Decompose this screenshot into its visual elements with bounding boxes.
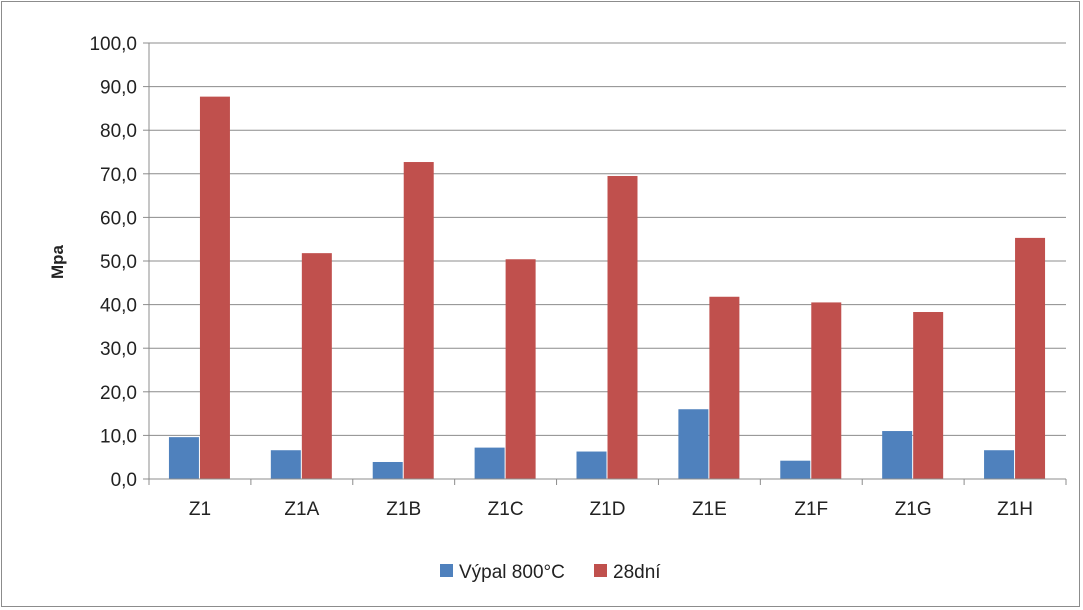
x-tick-label: Z1G bbox=[895, 499, 932, 520]
y-tick-label: 80,0 bbox=[100, 121, 137, 142]
bar-28dni-z1g bbox=[913, 312, 944, 479]
y-tick-label: 40,0 bbox=[100, 296, 137, 317]
bar-28dni-z1f bbox=[811, 302, 842, 479]
x-tick-label: Z1E bbox=[692, 499, 727, 520]
legend: Výpal 800°C 28dní bbox=[440, 562, 661, 583]
bar-vypal-z1g bbox=[882, 431, 913, 479]
bar-28dni-z1d bbox=[607, 175, 638, 480]
y-tick-label: 0,0 bbox=[111, 470, 137, 491]
bar-vypal-z1e bbox=[678, 409, 709, 479]
bar-28dni-z1 bbox=[199, 96, 230, 480]
bar-vypal-z1a bbox=[270, 450, 301, 479]
bar-vypal-z1h bbox=[984, 450, 1015, 479]
y-tick-label: 50,0 bbox=[100, 252, 137, 273]
bar-vypal-z1c bbox=[474, 447, 505, 479]
legend-swatch bbox=[440, 564, 453, 577]
bar-vypal-z1d bbox=[576, 451, 607, 479]
bar-vypal-z1f bbox=[780, 460, 811, 479]
bar-vypal-z1b bbox=[372, 461, 403, 479]
bar-28dni-z1c bbox=[505, 259, 536, 479]
legend-label: Výpal 800°C bbox=[459, 562, 565, 583]
x-tick-label: Z1 bbox=[189, 499, 211, 520]
x-tick-label: Z1C bbox=[488, 499, 524, 520]
bar-vypal-z1 bbox=[168, 437, 199, 479]
y-tick-label: 20,0 bbox=[100, 383, 137, 404]
y-tick-label: 70,0 bbox=[100, 165, 137, 186]
legend-label: 28dní bbox=[613, 562, 661, 583]
y-tick-label: 30,0 bbox=[100, 339, 137, 360]
y-tick-label: 90,0 bbox=[100, 78, 137, 99]
y-axis-ticks: 0,0 10,0 20,0 30,0 40,0 50,0 60,0 70,0 80,0 90,0 1… bbox=[89, 34, 149, 491]
x-tick-label: Z1B bbox=[386, 499, 421, 520]
bars bbox=[168, 96, 1046, 480]
bar-28dni-z1b bbox=[403, 162, 434, 479]
x-tick-label: Z1A bbox=[284, 499, 319, 520]
x-axis bbox=[148, 43, 1066, 480]
y-tick-label: 10,0 bbox=[100, 426, 137, 447]
y-tick-label: 60,0 bbox=[100, 208, 137, 229]
x-tick-label: Z1H bbox=[997, 499, 1033, 520]
y-tick-label: 100,0 bbox=[89, 34, 137, 55]
x-axis-ticks: Z1 Z1A Z1B Z1C Z1D Z1E Z1F Z1G Z1H bbox=[148, 479, 1067, 520]
bar-28dni-z1a bbox=[301, 253, 332, 479]
x-tick-label: Z1F bbox=[794, 499, 828, 520]
y-axis-label: Mpa bbox=[48, 244, 67, 279]
bar-28dni-z1e bbox=[709, 296, 740, 479]
x-tick-label: Z1D bbox=[590, 499, 626, 520]
legend-swatch bbox=[594, 564, 607, 577]
bar-28dni-z1h bbox=[1015, 237, 1046, 479]
